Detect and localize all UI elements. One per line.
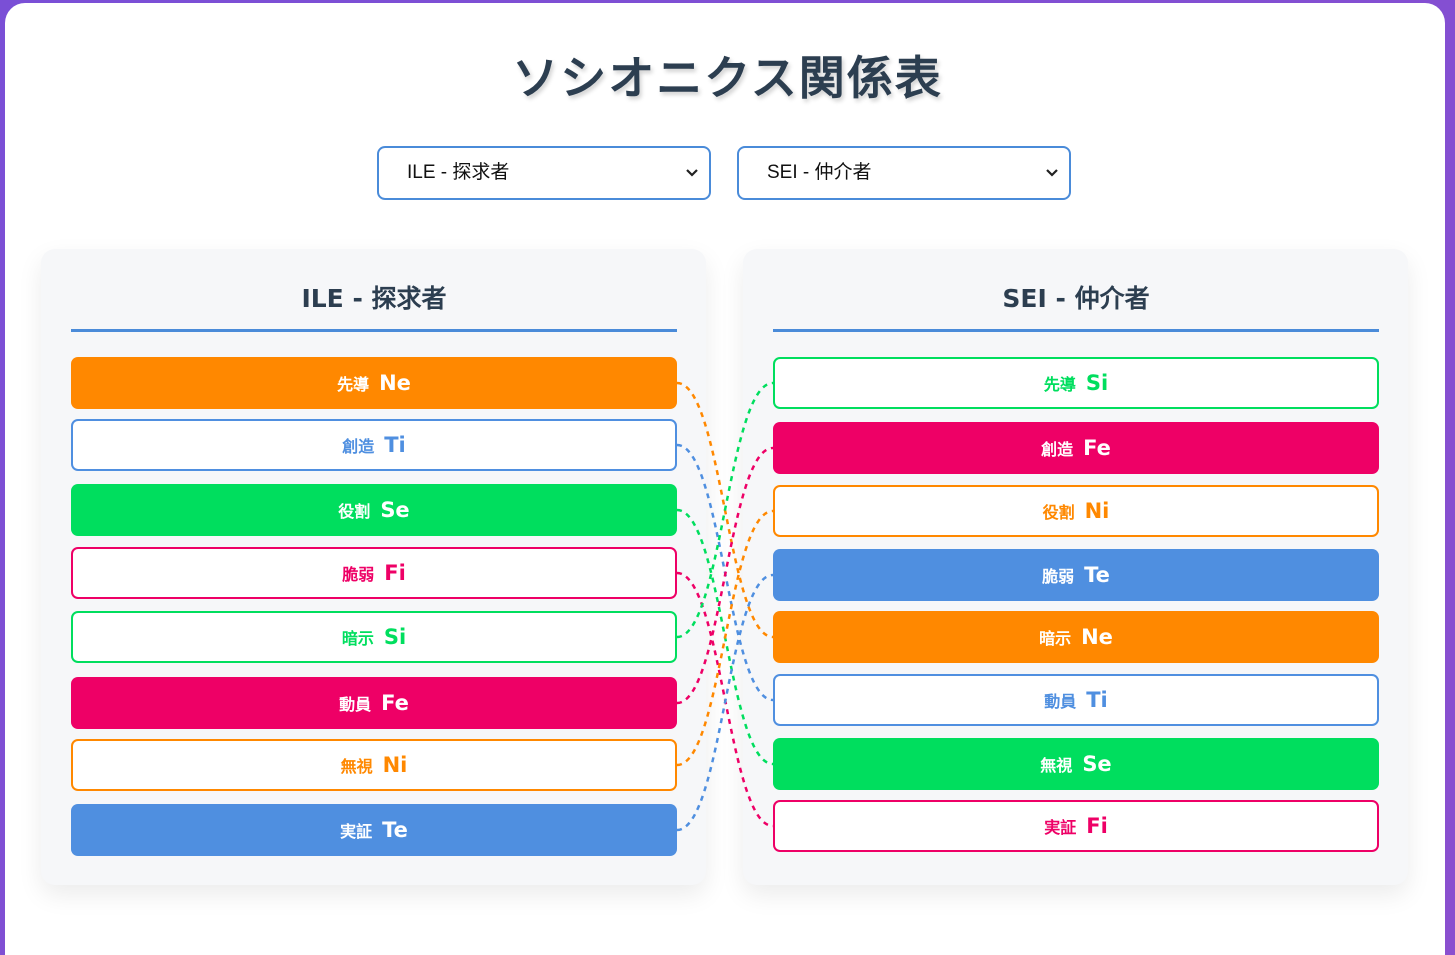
function-code-label: Fe bbox=[381, 691, 409, 715]
right-type-select[interactable]: SEI - 仲介者 bbox=[737, 146, 1071, 200]
function-code-label: Te bbox=[382, 818, 408, 842]
function-code-label: Ni bbox=[1084, 499, 1110, 523]
left-function-se[interactable]: 役割 Se bbox=[71, 484, 677, 536]
function-code-label: Se bbox=[380, 498, 410, 522]
right-type-panel: SEI - 仲介者 先導 Si 創造 Fe 役割 Ni 脆弱 Te 暗示 Ne 動員 Ti 無視 Se 実証… bbox=[743, 249, 1408, 885]
left-function-ne[interactable]: 先導 Ne bbox=[71, 357, 677, 409]
left-type-select[interactable]: ILE - 探求者 bbox=[377, 146, 711, 200]
function-role-label: 役割 bbox=[1042, 503, 1075, 522]
function-role-label: 役割 bbox=[338, 502, 371, 521]
function-role-label: 先導 bbox=[1043, 375, 1076, 394]
function-role-label: 脆弱 bbox=[1042, 567, 1075, 586]
function-role-label: 暗示 bbox=[1039, 629, 1072, 648]
left-type-panel: ILE - 探求者 先導 Ne 創造 Ti 役割 Se 脆弱 Fi 暗示 Si 動員 Fe 無視 Ni 実証… bbox=[41, 249, 706, 885]
function-role-label: 動員 bbox=[1044, 692, 1077, 711]
function-code-label: Fi bbox=[384, 561, 406, 585]
function-code-label: Si bbox=[1085, 371, 1109, 395]
function-role-label: 暗示 bbox=[341, 629, 374, 648]
right-function-ti[interactable]: 動員 Ti bbox=[773, 674, 1379, 726]
right-function-te[interactable]: 脆弱 Te bbox=[773, 549, 1379, 601]
function-code-label: Te bbox=[1084, 563, 1110, 587]
function-code-label: Se bbox=[1082, 752, 1112, 776]
left-function-ni[interactable]: 無視 Ni bbox=[71, 739, 677, 791]
function-role-label: 実証 bbox=[1044, 818, 1077, 837]
chevron-down-icon bbox=[1045, 148, 1059, 218]
function-code-label: Si bbox=[383, 625, 407, 649]
function-code-label: Ne bbox=[379, 371, 411, 395]
left-function-fi[interactable]: 脆弱 Fi bbox=[71, 547, 677, 599]
function-code-label: Ti bbox=[1086, 688, 1108, 712]
page-title: ソシオニクス関係表 bbox=[512, 51, 943, 105]
left-type-select-value: ILE - 探求者 bbox=[407, 162, 510, 183]
function-role-label: 先導 bbox=[337, 375, 370, 394]
function-code-label: Fe bbox=[1083, 436, 1111, 460]
right-function-fi[interactable]: 実証 Fi bbox=[773, 800, 1379, 852]
right-function-fe[interactable]: 創造 Fe bbox=[773, 422, 1379, 474]
right-function-ne[interactable]: 暗示 Ne bbox=[773, 611, 1379, 663]
function-code-label: Ti bbox=[384, 433, 406, 457]
function-role-label: 動員 bbox=[339, 695, 372, 714]
function-role-label: 無視 bbox=[340, 757, 373, 776]
left-panel-title: ILE - 探求者 bbox=[71, 279, 677, 332]
function-role-label: 実証 bbox=[340, 822, 373, 841]
function-role-label: 創造 bbox=[1041, 440, 1074, 459]
right-function-se[interactable]: 無視 Se bbox=[773, 738, 1379, 790]
function-code-label: Ni bbox=[382, 753, 408, 777]
right-type-select-value: SEI - 仲介者 bbox=[767, 162, 872, 183]
function-code-label: Ne bbox=[1081, 625, 1113, 649]
chevron-down-icon bbox=[685, 148, 699, 218]
left-function-si[interactable]: 暗示 Si bbox=[71, 611, 677, 663]
function-role-label: 脆弱 bbox=[342, 565, 375, 584]
right-panel-title: SEI - 仲介者 bbox=[773, 279, 1379, 332]
right-function-si[interactable]: 先導 Si bbox=[773, 357, 1379, 409]
left-function-te[interactable]: 実証 Te bbox=[71, 804, 677, 856]
right-function-ni[interactable]: 役割 Ni bbox=[773, 485, 1379, 537]
left-function-ti[interactable]: 創造 Ti bbox=[71, 419, 677, 471]
function-code-label: Fi bbox=[1086, 814, 1108, 838]
function-role-label: 無視 bbox=[1040, 756, 1073, 775]
function-role-label: 創造 bbox=[342, 437, 375, 456]
left-function-fe[interactable]: 動員 Fe bbox=[71, 677, 677, 729]
